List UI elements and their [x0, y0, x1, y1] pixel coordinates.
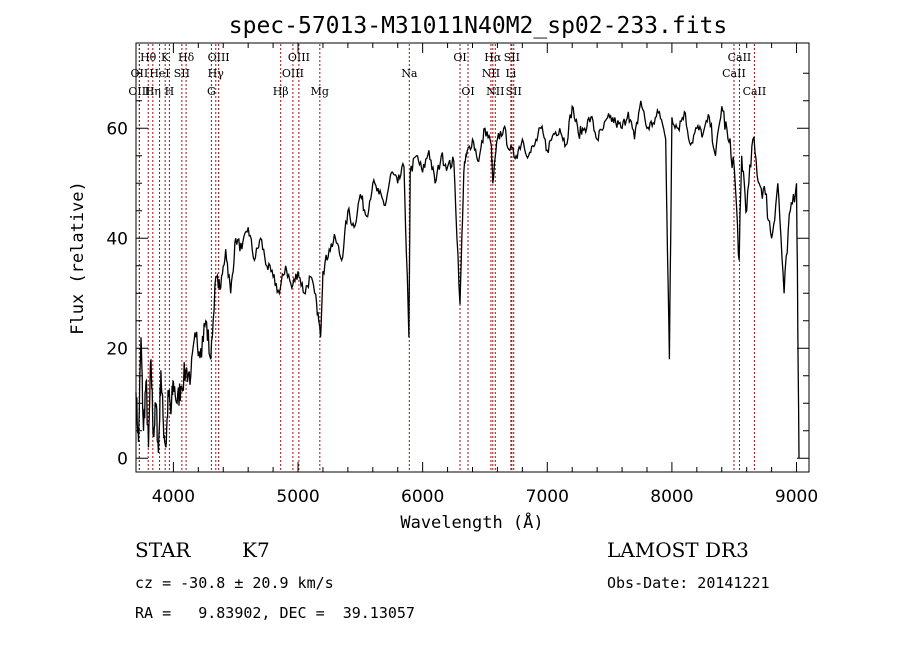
line-label: OIII — [128, 85, 150, 98]
line-label: CaII — [728, 51, 752, 64]
line-label: G — [207, 85, 216, 98]
object-class: STAR — [135, 538, 191, 562]
spectrum-series — [135, 100, 800, 459]
emission-line-markers — [138, 44, 755, 471]
chart-title: spec-57013-M31011N40M2_sp02-233.fits — [229, 13, 728, 39]
line-label: Hδ — [178, 51, 195, 64]
x-tick-label: 6000 — [401, 487, 444, 507]
x-tick-label: 4000 — [152, 487, 195, 507]
y-tick-label: 0 — [117, 449, 128, 469]
line-label: OI — [461, 85, 474, 98]
redshift-cz: cz = -30.8 ± 20.9 km/s — [135, 574, 334, 592]
observation-date: Obs-Date: 20141221 — [607, 574, 770, 592]
x-tick-label: 5000 — [276, 487, 319, 507]
plot-frame — [135, 42, 810, 473]
x-axis-label: Wavelength (Å) — [400, 511, 543, 533]
x-tick-label: 7000 — [526, 487, 569, 507]
line-label: Hθ — [140, 51, 157, 64]
line-label: Hα — [484, 51, 502, 64]
line-label: OIII — [288, 51, 310, 64]
x-tick-label: 8000 — [650, 487, 693, 507]
line-label: OIII — [282, 67, 304, 80]
line-label: OI — [453, 51, 466, 64]
line-label: Hγ — [208, 67, 225, 80]
line-label: CaII — [743, 85, 767, 98]
line-label: NII — [486, 85, 504, 98]
line-label: HeI — [149, 67, 169, 80]
y-axis-ticks: 0 20 40 60 — [106, 72, 809, 469]
line-label: Mg — [311, 85, 329, 98]
line-label: OIII — [208, 51, 230, 64]
line-label: SII — [174, 67, 190, 80]
line-label: Na — [401, 67, 418, 80]
line-label: Hη — [145, 85, 161, 98]
x-axis-ticks: 4000 5000 6000 7000 8000 9000 — [152, 43, 818, 507]
line-label: H — [165, 85, 175, 98]
line-label: NII — [482, 67, 500, 80]
line-label: Hβ — [273, 85, 289, 98]
y-tick-label: 20 — [106, 339, 128, 359]
x-tick-label: 9000 — [775, 487, 818, 507]
ra-dec-coordinates: RA = 9.83902, DEC = 39.13057 — [135, 604, 415, 622]
y-axis-label: Flux (relative) — [68, 181, 88, 335]
y-tick-label: 40 — [106, 229, 128, 249]
y-tick-label: 60 — [106, 119, 128, 139]
line-label: SII — [504, 51, 520, 64]
survey-name: LAMOST DR3 — [607, 538, 749, 562]
line-label: Li — [505, 67, 516, 80]
line-label: SII — [506, 85, 522, 98]
line-label: CaII — [722, 67, 746, 80]
line-label: K — [161, 51, 170, 64]
object-subclass: K7 — [242, 538, 270, 562]
